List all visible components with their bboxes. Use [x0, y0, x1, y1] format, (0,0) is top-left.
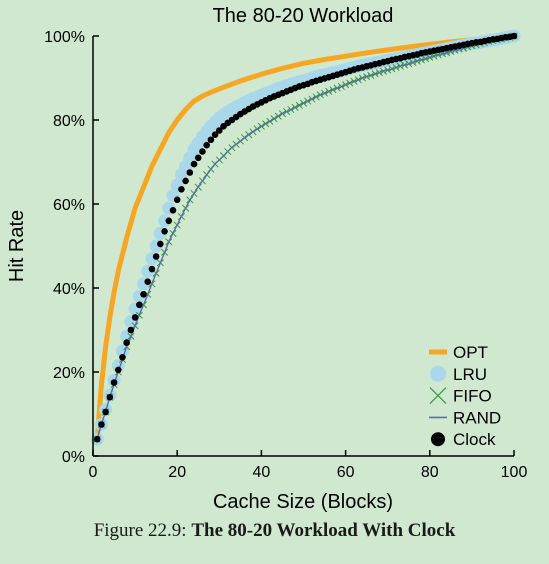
- legend-label-clock: Clock: [453, 430, 496, 449]
- caption-title: The 80-20 Workload With Clock: [191, 520, 456, 541]
- data-point-clock: [199, 148, 206, 155]
- x-tick-label: 40: [253, 464, 271, 481]
- y-tick-label: 60%: [53, 197, 85, 214]
- series-clock: [93, 32, 518, 443]
- data-point-clock: [173, 196, 181, 204]
- legend: OPT LRU FIFO RAND Clock: [429, 343, 501, 449]
- legend-item-opt: OPT: [429, 343, 488, 362]
- data-point-clock: [140, 291, 147, 298]
- data-point-clock: [110, 379, 118, 386]
- data-point-clock: [216, 127, 223, 134]
- x-axis-label: Cache Size (Blocks): [213, 491, 393, 513]
- data-point-clock: [98, 421, 105, 428]
- data-point-clock: [106, 393, 114, 401]
- x-tick-label: 60: [337, 464, 355, 481]
- data-point-clock: [152, 253, 160, 260]
- data-point-clock: [148, 265, 156, 273]
- data-point-clock: [131, 314, 139, 321]
- data-point-clock: [186, 169, 194, 176]
- legend-item-lru: LRU: [430, 365, 487, 384]
- data-point-clock: [144, 278, 152, 286]
- series-opt: [94, 33, 517, 442]
- data-point-clock: [182, 177, 189, 185]
- x-tick-label: 20: [168, 464, 186, 481]
- series-rand: [96, 35, 515, 440]
- legend-label-lru: LRU: [453, 365, 487, 384]
- y-tick-label: 40%: [53, 281, 85, 298]
- data-point-clock: [190, 160, 198, 168]
- data-point-clock: [194, 154, 202, 162]
- legend-label-fifo: FIFO: [453, 387, 492, 406]
- x-tick-label: 0: [89, 464, 98, 481]
- data-point-clock: [136, 301, 143, 309]
- series-layer: [90, 29, 521, 446]
- chart: The 80-20 Workload 0 20 40 60 80 100 0% 20% 40% 6…: [6, 5, 527, 513]
- data-point-clock: [203, 141, 210, 149]
- legend-swatch-fifo: [429, 387, 447, 405]
- data-point-clock: [207, 136, 215, 144]
- chart-title: The 80-20 Workload: [213, 5, 394, 27]
- data-point-lru: [158, 214, 172, 228]
- data-point-clock: [165, 217, 173, 225]
- data-point-clock: [161, 228, 168, 235]
- legend-swatch-lru: [430, 365, 446, 382]
- y-tick-label: 0%: [62, 449, 85, 466]
- x-tick-label: 100: [501, 464, 528, 481]
- series-line-opt: [94, 33, 517, 442]
- data-point-clock: [114, 366, 122, 374]
- legend-label-rand: RAND: [453, 408, 501, 427]
- ticks-layer: 0 20 40 60 80 100 0% 20% 40% 60% 80% 100%: [44, 29, 527, 481]
- axes-layer: [92, 36, 514, 457]
- y-tick-label: 20%: [53, 365, 85, 382]
- legend-item-rand: RAND: [429, 408, 501, 427]
- legend-item-fifo: FIFO: [429, 387, 492, 406]
- y-tick-label: 80%: [53, 113, 85, 130]
- caption-label: Figure 22.9:: [93, 520, 187, 541]
- data-point-clock: [123, 339, 130, 346]
- data-point-clock: [211, 131, 219, 138]
- data-point-clock: [510, 32, 518, 40]
- legend-item-clock: Clock: [431, 430, 496, 449]
- legend-label-opt: OPT: [453, 343, 488, 362]
- y-tick-label: 100%: [44, 29, 85, 46]
- data-point-clock: [127, 326, 135, 334]
- series-line-rand: [96, 35, 515, 440]
- data-point-clock: [93, 435, 101, 443]
- x-tick-label: 80: [421, 464, 439, 481]
- data-point-clock: [102, 408, 109, 416]
- data-point-clock: [157, 240, 164, 248]
- legend-swatch-clock: [431, 432, 445, 447]
- data-point-clock: [119, 354, 126, 361]
- figure-caption: Figure 22.9: The 80-20 Workload With Clo…: [0, 520, 549, 542]
- y-axis-label: Hit Rate: [6, 210, 28, 282]
- data-point-clock: [169, 207, 177, 214]
- data-point-clock: [178, 186, 185, 193]
